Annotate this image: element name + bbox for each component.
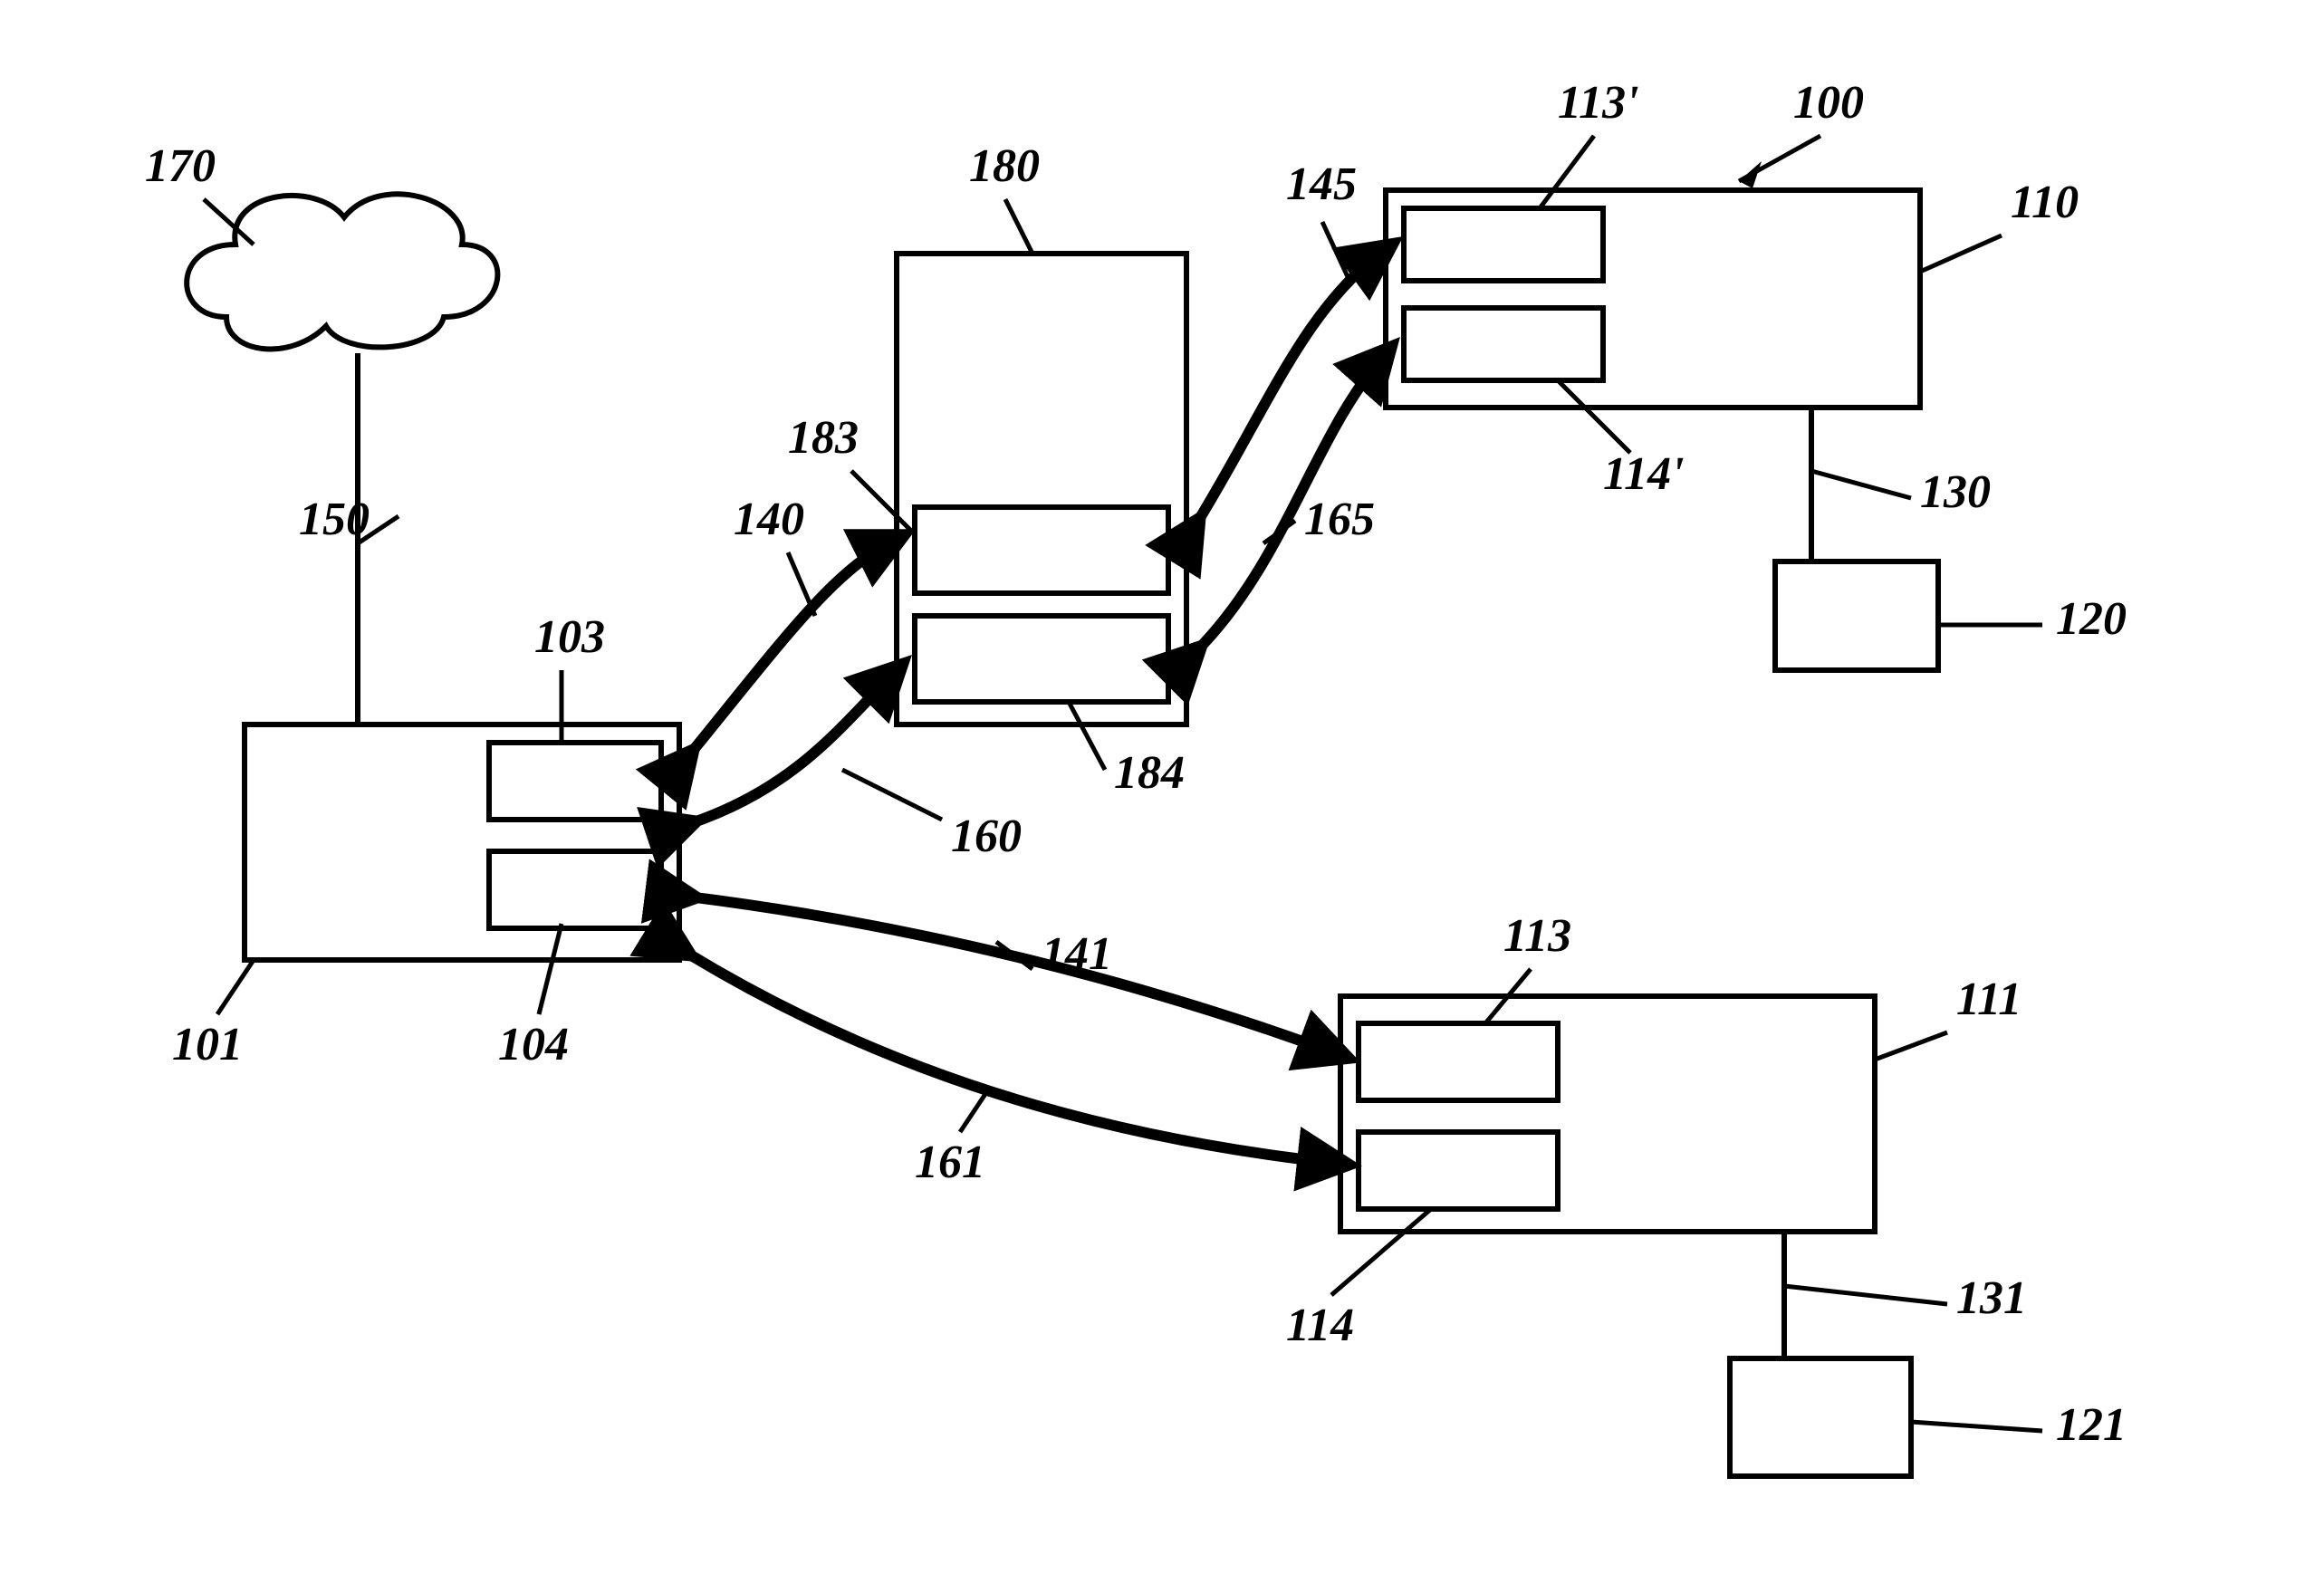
sub-114	[1359, 1132, 1558, 1209]
label-183: 183	[788, 412, 859, 464]
leader-183	[851, 471, 915, 534]
leader-121	[1911, 1422, 2042, 1431]
label-120: 120	[2056, 593, 2127, 645]
label-145: 145	[1286, 158, 1357, 210]
label-111: 111	[1956, 974, 2021, 1025]
label-141: 141	[1042, 928, 1112, 980]
leader-110	[1920, 235, 2002, 272]
leader-100	[1739, 136, 1820, 188]
arrow-141	[688, 897, 1340, 1055]
sub-183	[915, 507, 1168, 593]
leader-114	[1331, 1209, 1431, 1295]
leader-184	[1069, 702, 1105, 770]
label-104: 104	[498, 1019, 569, 1070]
label-101: 101	[172, 1019, 243, 1070]
leader-113p	[1540, 136, 1594, 208]
label-110: 110	[2011, 177, 2079, 228]
label-150: 150	[299, 494, 370, 545]
arrow-161	[684, 951, 1340, 1164]
box-180	[897, 254, 1186, 725]
label-130: 130	[1920, 466, 1991, 518]
cloud-node	[187, 194, 497, 349]
leader-114p	[1558, 380, 1630, 453]
label-113p: 113'	[1558, 77, 1639, 129]
label-161: 161	[915, 1137, 985, 1188]
label-140: 140	[734, 494, 804, 545]
label-165: 165	[1304, 494, 1375, 545]
box-110	[1386, 190, 1920, 408]
sub-184	[915, 616, 1168, 702]
arrow-160	[688, 670, 897, 824]
label-103: 103	[534, 611, 605, 663]
box-111	[1340, 996, 1875, 1232]
arrow-140	[688, 539, 897, 756]
label-184: 184	[1114, 747, 1185, 799]
sub-104	[489, 851, 661, 928]
leader-140	[788, 552, 815, 616]
leader-180	[1005, 199, 1032, 254]
leader-145	[1322, 222, 1349, 281]
sub-114p	[1404, 308, 1603, 380]
label-170: 170	[145, 140, 216, 192]
leader-111	[1875, 1032, 1947, 1060]
leader-131	[1784, 1286, 1947, 1304]
leader-161	[960, 1091, 987, 1132]
leader-130	[1811, 471, 1911, 498]
leader-160	[842, 770, 942, 820]
box-121	[1730, 1358, 1911, 1476]
label-114: 114	[1286, 1300, 1354, 1351]
leader-170	[204, 199, 254, 245]
label-113: 113	[1503, 910, 1571, 962]
label-180: 180	[969, 140, 1040, 192]
box-120	[1775, 561, 1938, 670]
label-114p: 114'	[1603, 448, 1685, 500]
leader-101	[217, 960, 254, 1014]
label-121: 121	[2056, 1399, 2127, 1451]
label-160: 160	[951, 811, 1022, 862]
sub-113	[1359, 1023, 1558, 1100]
box-101	[245, 725, 679, 960]
sub-103	[489, 743, 661, 820]
leader-104	[539, 924, 562, 1014]
label-131: 131	[1956, 1272, 2027, 1324]
label-100: 100	[1793, 77, 1864, 129]
sub-113p	[1404, 208, 1603, 281]
